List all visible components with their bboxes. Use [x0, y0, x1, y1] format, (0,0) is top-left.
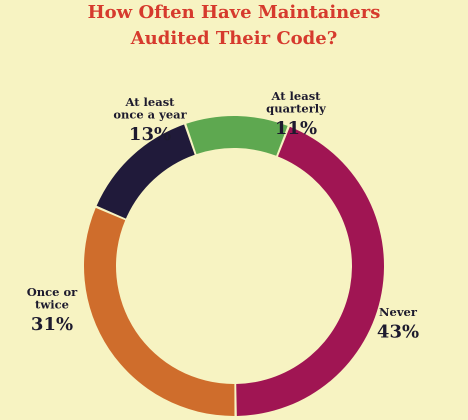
- donut-slice-3: [83, 207, 235, 417]
- donut-slices: [83, 116, 385, 417]
- slice-label-4-line-1: At least: [125, 95, 176, 109]
- slice-label-3-line-1: Once or: [27, 285, 78, 299]
- slice-value-4: 13%: [129, 124, 171, 145]
- chart-title-line-1: How Often Have Maintainers: [87, 2, 381, 23]
- slice-value-1: 11%: [275, 118, 317, 139]
- donut-slice-2: [236, 126, 385, 416]
- slice-label-4-line-2: once a year: [113, 108, 187, 122]
- slice-value-3: 31%: [31, 314, 73, 335]
- chart-title-line-2: Audited Their Code?: [130, 28, 338, 49]
- slice-value-2: 43%: [377, 322, 419, 343]
- slice-label-1-line-1: At least: [271, 89, 322, 103]
- slice-label-1-line-2: quarterly: [266, 102, 326, 116]
- chart-title: How Often Have Maintainers Audited Their…: [20, 0, 448, 52]
- slice-label-3-line-2: twice: [35, 298, 69, 312]
- slice-label-2-line-1: Never: [379, 305, 418, 319]
- donut-slice-4: [96, 124, 195, 219]
- donut-slice-1: [186, 116, 288, 156]
